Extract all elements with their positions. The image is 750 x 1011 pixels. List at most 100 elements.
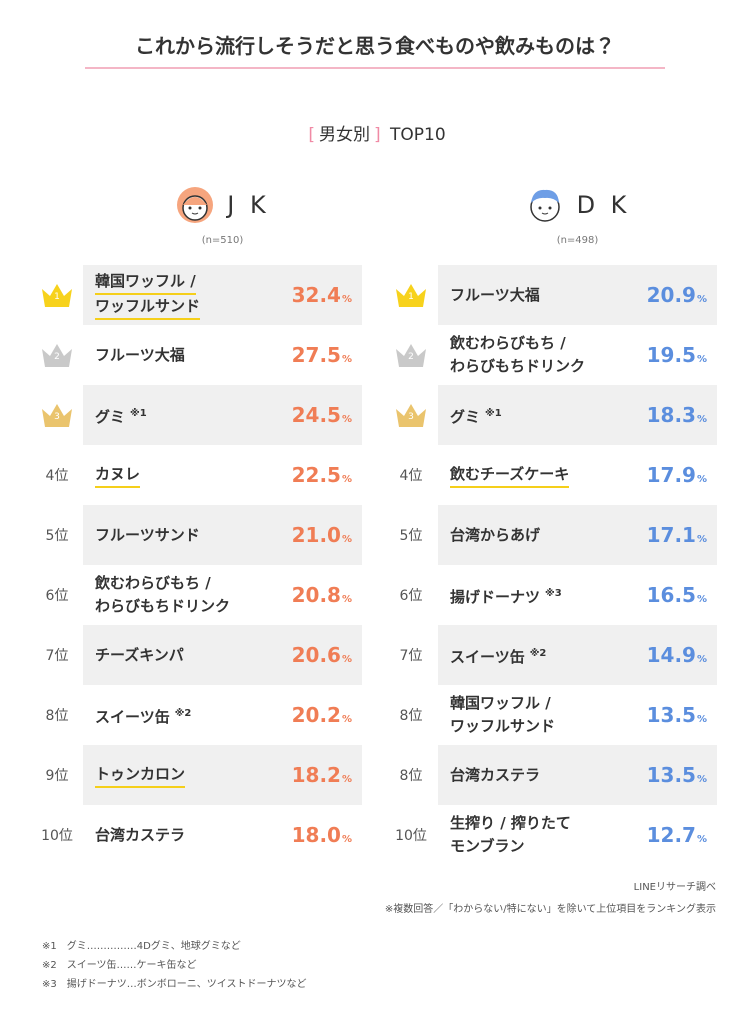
value-number: 21.0 [291,523,341,547]
row: カヌレ 22.5% [83,445,362,505]
row: 飲むわらびもち / わらびもちドリンク 20.8% [83,565,362,625]
unit: % [696,414,707,425]
name-line: トゥンカロン [95,763,186,788]
unit: % [696,774,707,785]
item-name: トゥンカロン [95,763,186,788]
icon [525,185,565,225]
name-line: フルーツ大福 [95,345,185,364]
unit: % [341,654,352,665]
crown-rank: 1 [408,292,414,302]
footnote-text: 揚げドーナツ…ボンボローニ、ツイストドーナツなど [66,979,307,990]
name-line: 生搾り / 搾りたて [450,814,571,832]
footnote-mark: ※2 [42,960,57,971]
rank-label: 10位 [41,828,73,844]
value-number: 24.5 [291,403,341,427]
row: 台湾カステラ 13.5% [438,745,717,805]
rank-label: 7位 [45,648,69,664]
footnote-text: スイーツ缶……ケーキ缶など [66,960,197,971]
rank-label: 8位 [45,708,69,724]
row: 台湾からあげ 17.1% [438,505,717,565]
footnote: ※1 グミ……………4Dグミ、地球グミなど [42,937,241,952]
rank: 5位 [30,505,84,565]
name-line: 揚げドーナツ [450,587,541,606]
unit: % [341,714,352,725]
footnote-mark: ※1 [42,941,57,952]
value-number: 20.2 [291,703,341,727]
unit: % [341,834,352,845]
row: スイーツ缶 ※2 20.2% [83,685,362,745]
icon [175,185,215,225]
value: 20.6% [292,643,352,667]
name-line: モンブラン [450,837,525,855]
rank: 7位 [384,625,438,685]
value: 14.9% [647,643,707,667]
subtitle: [男女別] TOP10 [0,120,750,145]
footnote-mark: ※3 [42,979,57,990]
crown-rank: 2 [408,352,414,362]
name-line: 韓国ワッフル / [95,270,196,295]
value: 17.1% [647,523,707,547]
value: 16.5% [647,583,707,607]
name-line: 台湾カステラ [450,765,541,784]
name-line: 韓国ワッフル / [450,694,551,712]
rank: 4位 [384,445,438,505]
item-name: 韓国ワッフル / ワッフルサンド [95,270,201,320]
value-number: 20.8 [291,583,341,607]
rank-label: 4位 [399,468,423,484]
item-name: 飲むわらびもち / わらびもちドリンク [450,332,585,378]
rank: 8位 [384,745,438,805]
crown: 3 [394,401,428,429]
unit: % [341,774,352,785]
unit: % [696,594,707,605]
value: 13.5% [647,763,707,787]
unit: % [341,534,352,545]
rank-label: 7位 [399,648,423,664]
name-line: フルーツサンド [95,525,200,544]
item-name: カヌレ [95,463,141,488]
name-line: グミ [450,407,481,426]
note-mark: ※1 [485,407,502,419]
item-name: フルーツサンド [95,524,200,547]
rank: 3 [384,385,438,445]
value-number: 16.5 [646,583,696,607]
name-line: ワッフルサンド [450,717,556,735]
crown: 2 [40,341,74,369]
rank-label: 9位 [45,768,69,784]
rank: 10位 [384,805,438,865]
unit: % [341,474,352,485]
name-line: 飲むチーズケーキ [450,463,570,488]
value-number: 12.7 [646,823,696,847]
value-number: 20.9 [646,283,696,307]
name-line: スイーツ缶 [95,707,170,726]
item-name: 台湾カステラ [95,824,185,847]
unit: % [696,714,707,725]
unit: % [696,834,707,845]
rank: 10位 [30,805,84,865]
value-number: 18.0 [291,823,341,847]
rank-label: 6位 [399,588,423,604]
value: 24.5% [292,403,352,427]
name-line: カヌレ [95,463,141,488]
rank: 5位 [384,505,438,565]
unit: % [696,474,707,485]
name-line: グミ [95,407,126,426]
unit: % [696,534,707,545]
value: 20.2% [292,703,352,727]
crown-rank: 3 [54,412,60,422]
unit: % [696,654,707,665]
unit: % [696,354,707,365]
item-name: 生搾り / 搾りたて モンブラン [450,812,571,858]
rank: 1 [30,265,84,325]
name-line: 台湾からあげ [450,525,541,544]
row: トゥンカロン 18.2% [83,745,362,805]
unit: % [696,294,707,305]
group-header: D K [438,185,717,225]
value-number: 17.9 [646,463,696,487]
note-mark: ※2 [174,707,192,719]
value: 17.9% [647,463,707,487]
value-number: 22.5 [291,463,341,487]
value: 19.5% [647,343,707,367]
value-number: 27.5 [291,343,341,367]
value-number: 19.5 [646,343,696,367]
